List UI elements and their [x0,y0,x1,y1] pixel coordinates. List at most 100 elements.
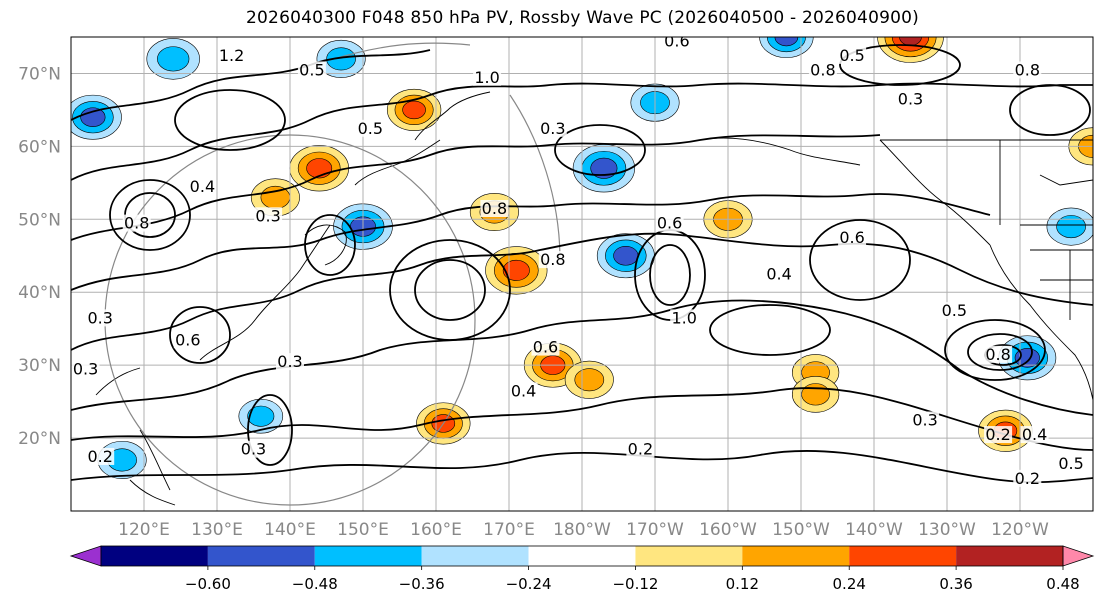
contour-label: 0.8 [480,199,509,218]
longitude-label: 130°E [191,520,243,540]
contour-label-bg [838,229,867,247]
contour-label-text: 0.2 [1015,469,1040,488]
contour-label: 0.5 [297,60,326,79]
colorbar-segment [956,546,1063,566]
anomaly-blob [71,94,122,140]
contour-label: 0.2 [86,447,115,466]
contour-label: 0.2 [984,425,1013,444]
longitude-label: 120°W [991,520,1049,540]
contour-label-text: 0.5 [299,60,324,79]
contour-label-bg [1020,426,1049,444]
anomaly-level [590,157,618,179]
anomaly-level [326,47,356,71]
contour-label: 0.2 [626,440,655,459]
contour-label-text: 1.2 [219,46,244,65]
graticule-grid [71,37,1093,511]
longitude-label: 150°E [337,520,389,540]
contour-label-bg [808,61,837,79]
contour-label-text: 0.2 [87,447,112,466]
contour-label-text: 0.3 [255,206,280,225]
contour-label-bg [276,353,304,371]
colorbar-segment [207,546,315,566]
contour-label-text: 0.8 [810,60,835,79]
colorbar: −0.60 −0.48 −0.36 −0.24 −0.12 0.12 0.24 0.36 0.4… [69,545,1095,593]
anomaly-level [247,405,275,427]
anomaly-blob [564,360,614,399]
contour-label-bg [538,251,567,269]
contour-label-text: 0.4 [1022,425,1047,444]
anomaly-level [613,245,639,266]
contour-label-text: 0.3 [277,352,302,371]
contour-label-bg [896,90,925,108]
anomaly-level [80,107,106,127]
contour-label-bg [188,178,217,196]
colorbar-segment [635,546,743,566]
contour-label-bg [765,265,794,283]
anomaly-level [801,383,830,406]
contour-label-text: 0.4 [190,177,215,196]
latitude-label: 50°N [18,210,61,230]
colorbar-tick-label: 0.36 [939,575,972,593]
anomaly-blob [1046,207,1093,246]
contour-label-bg [670,309,699,327]
contour-label-text: 0.5 [1058,454,1083,473]
colorbar-segment [101,546,208,566]
contour-label: 0.8 [984,345,1013,364]
contour-label-text: 0.5 [942,301,967,320]
contour-label: 0.4 [188,177,217,196]
contour-label-bg [509,382,538,400]
anomaly-blob [759,37,814,59]
contour-label: 0.6 [662,31,691,50]
colorbar-tick-label: −0.36 [399,575,445,593]
contour-label-bg [940,302,969,320]
contour-label: 0.6 [173,330,202,349]
longitude-axis: 120°E 130°E 140°E 150°E 160°E 170°E 180°W 170°W… [118,520,1049,540]
coastlines [95,91,1093,506]
contour-label: 0.5 [838,46,867,65]
contour-label: 0.6 [655,214,684,233]
contour-label: 1.0 [473,68,502,87]
contour-label: 0.3 [896,90,925,109]
anomaly-level [402,100,426,120]
contour-label-bg [662,37,691,50]
colorbar-segment [421,546,529,566]
anomaly-blob [791,376,840,413]
anomaly-level [574,368,605,392]
contour-label: 0.6 [838,228,867,247]
contour-label-text: 0.3 [912,410,937,429]
contour-label-bg [71,360,100,378]
contour-label-text: 0.6 [175,330,200,349]
longitude-label: 150°W [772,520,830,540]
latitude-label: 70°N [18,64,61,84]
anomaly-blob [386,88,442,131]
colorbar-extend-low [69,545,102,567]
contour-label-bg [538,119,567,137]
anomaly-level [774,37,799,47]
contour-label-bg [838,46,867,64]
contour-label-text: 0.3 [898,90,923,109]
colorbar-segment [849,546,957,566]
contour-label: 0.8 [538,250,567,269]
contour-label-text: 0.6 [664,31,689,50]
contour-label-bg [1013,61,1042,79]
contour-label: 1.0 [670,308,699,327]
contour-label: 0.5 [940,301,969,320]
contour-label: 1.2 [217,46,246,65]
contour-label-bg [297,61,326,79]
contour-label: 0.4 [765,265,794,284]
longitude-label: 170°E [483,520,535,540]
contour-label: 0.4 [509,381,538,400]
anomaly-blob [485,246,548,295]
contour-label-bg [984,426,1013,444]
contour-label-bg [626,440,655,458]
colorbar-segment [742,546,850,566]
longitude-label: 160°W [699,520,757,540]
colorbar-tick-label: −0.24 [506,575,552,593]
longitude-label: 140°E [264,520,316,540]
contour-label-text: 0.8 [124,214,149,233]
colorbar-tick-label: 0.48 [1046,575,1079,593]
anomaly-blob [877,37,944,63]
contour-label: 0.6 [531,338,560,357]
contour-label: 0.3 [276,352,304,371]
colorbar-tick-label: 0.12 [726,575,759,593]
